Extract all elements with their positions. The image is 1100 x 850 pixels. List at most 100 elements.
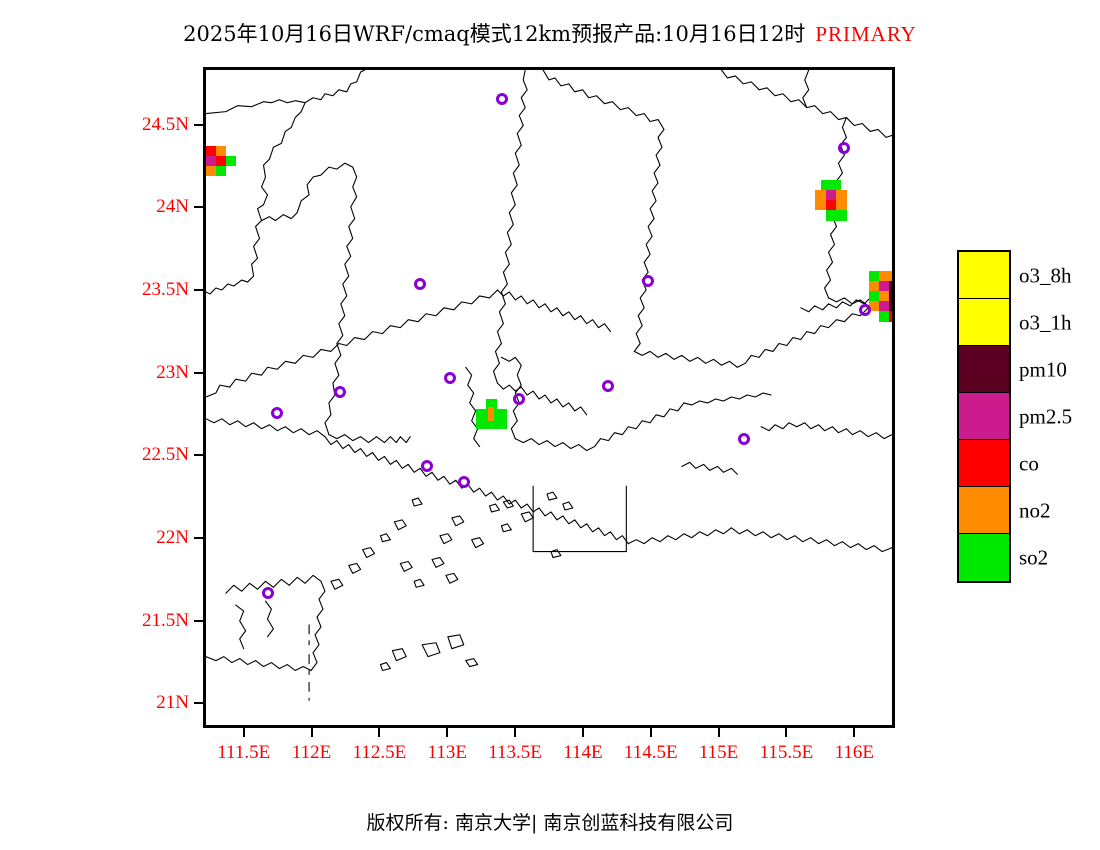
legend-separator [959, 486, 1009, 487]
pollutant-legend[interactable]: o3_8h o3_1h pm10 pm2.5 co no2 so2 [957, 250, 1072, 583]
x-axis-tick-mark [310, 728, 313, 737]
x-axis-tick-label: 115.5E [759, 742, 814, 763]
legend-label-o3-8h: o3_8h [1019, 263, 1072, 287]
monitoring-station-marker[interactable] [421, 460, 433, 472]
legend-label-so2: so2 [1019, 545, 1049, 569]
pollutant-cell-co [206, 146, 216, 156]
pollutant-cell-so2 [486, 399, 497, 409]
monitoring-station-marker[interactable] [458, 476, 470, 488]
y-axis-tick-mark [194, 619, 203, 622]
monitoring-station-marker[interactable] [642, 275, 654, 287]
x-axis-tick-mark [378, 728, 381, 737]
copyright-footer: 版权所有: 南京大学| 南京创蓝科技有限公司 [366, 812, 734, 834]
pollutant-cell-no2 [869, 281, 879, 291]
pollutant-cell-so2 [476, 409, 486, 429]
y-axis-tick-label: 24N [156, 196, 189, 218]
pollutant-cell-pm2-5 [206, 156, 216, 166]
pollutant-cell-no2 [216, 146, 226, 156]
legend-item-o3-8h[interactable]: o3_8h [959, 252, 1072, 299]
y-axis-tick-mark [194, 536, 203, 539]
x-axis-tick-mark [717, 728, 720, 737]
pollutant-cell-pm2-5 [879, 281, 889, 291]
legend-separator [959, 439, 1009, 440]
pollutant-cell-so2 [226, 156, 236, 166]
legend-separator [959, 533, 1009, 534]
monitoring-station-marker[interactable] [414, 278, 426, 290]
y-axis-tick-mark [194, 123, 203, 126]
legend-label-no2: no2 [1019, 498, 1051, 522]
pollutant-cell-co [826, 200, 836, 210]
pollutant-cell-no2 [488, 407, 494, 421]
legend-separator [959, 345, 1009, 346]
pollutant-cell-pm10 [889, 281, 892, 291]
x-axis-tick-mark [581, 728, 584, 737]
pollutant-cell-so2 [821, 180, 841, 190]
map-geography-layer [206, 70, 892, 701]
map-plot-area[interactable] [203, 67, 895, 728]
pollutant-cell-pm10 [889, 301, 892, 311]
monitoring-station-marker[interactable] [513, 393, 525, 405]
legend-separator [959, 298, 1009, 299]
monitoring-station-marker[interactable] [496, 93, 508, 105]
pollutant-cell-so2 [869, 271, 879, 281]
x-axis-tick-mark [446, 728, 449, 737]
legend-swatch-no2 [959, 487, 1009, 534]
x-axis-tick-label: 114.5E [623, 742, 678, 763]
x-axis-tick-label: 111.5E [217, 742, 271, 763]
pollutant-cell-no2 [206, 166, 216, 176]
pollutant-cell-so2 [869, 291, 879, 301]
legend-swatch-so2 [959, 534, 1009, 581]
legend-label-o3-1h: o3_1h [1019, 310, 1072, 334]
pollutant-cell-pm2-5 [879, 301, 889, 311]
x-axis-tick-mark [853, 728, 856, 737]
x-axis-tick-mark [649, 728, 652, 737]
x-axis-tick-mark [785, 728, 788, 737]
monitoring-station-marker[interactable] [334, 386, 346, 398]
legend-swatch-pm2-5 [959, 393, 1009, 440]
x-axis-tick-mark [514, 728, 517, 737]
monitoring-station-marker[interactable] [262, 587, 274, 599]
y-axis-tick-label: 21.5N [142, 609, 189, 631]
legend-item-no2[interactable]: no2 [959, 487, 1051, 534]
monitoring-station-marker[interactable] [271, 407, 283, 419]
legend-swatch-pm10 [959, 346, 1009, 393]
pollutant-cell-no2 [879, 291, 889, 301]
legend-item-co[interactable]: co [959, 440, 1039, 487]
legend-label-pm2-5: pm2.5 [1019, 404, 1073, 428]
legend-separator [959, 392, 1009, 393]
pollutant-cell-no2 [879, 271, 892, 281]
pollutant-cell-so2 [879, 311, 889, 322]
y-axis-tick-label: 23N [156, 361, 189, 383]
page-title: 2025年10月16日WRF/cmaq模式12km预报产品:10月16日12时 P… [0, 18, 1100, 48]
x-axis-tick-label: 113E [427, 742, 467, 763]
x-axis-tick-label: 112E [291, 742, 332, 763]
y-axis-tick-mark [194, 206, 203, 209]
y-axis-tick-label: 22.5N [142, 444, 189, 466]
legend-label-co: co [1019, 451, 1039, 475]
legend-swatch-o3-8h [959, 252, 1009, 299]
monitoring-station-marker[interactable] [838, 142, 850, 154]
monitoring-station-marker[interactable] [859, 304, 871, 316]
legend-item-pm2-5[interactable]: pm2.5 [959, 393, 1072, 440]
pollutant-cell-no2 [815, 190, 826, 210]
pollutant-cell-pm2-5 [826, 190, 836, 200]
x-axis-tick-label: 116E [834, 742, 874, 763]
legend-swatch-o3-1h [959, 299, 1009, 346]
pollutant-cell-pm10 [889, 291, 892, 301]
y-axis-tick-mark [194, 454, 203, 457]
y-axis-tick-mark [194, 289, 203, 292]
pollutant-cell-no2 [869, 301, 879, 311]
legend-item-so2[interactable]: so2 [959, 534, 1048, 581]
legend-item-o3-1h[interactable]: o3_1h [959, 299, 1072, 346]
monitoring-station-marker[interactable] [444, 372, 456, 384]
legend-label-pm10: pm10 [1019, 357, 1067, 381]
monitoring-station-marker[interactable] [738, 433, 750, 445]
y-axis-tick-mark [194, 702, 203, 705]
monitoring-station-marker[interactable] [602, 380, 614, 392]
legend-item-pm10[interactable]: pm10 [959, 346, 1067, 393]
pollutant-cell-co [889, 311, 892, 322]
x-axis-tick-label: 112.5E [352, 742, 407, 763]
x-axis-tick-label: 115E [698, 742, 739, 763]
x-axis-tick-mark [242, 728, 245, 737]
